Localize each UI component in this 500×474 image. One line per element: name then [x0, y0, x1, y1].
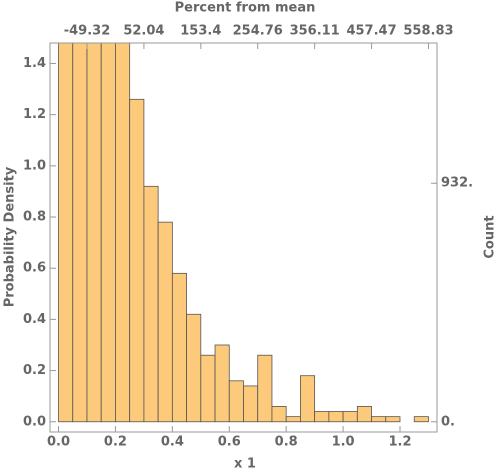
bar [285, 416, 301, 423]
x2-tick-label: 153.4 [180, 24, 221, 39]
x2-tick-label: 254.76 [233, 24, 283, 39]
bar [58, 43, 74, 423]
y-tick-label: 0.0 [23, 414, 46, 429]
y2-tick-label: 0. [441, 414, 455, 429]
bar [214, 344, 230, 423]
x2-tick-label: 52.04 [123, 24, 164, 39]
x2-tick-label: -49.32 [64, 24, 111, 39]
y-tick-label: 1.2 [23, 107, 46, 122]
bar [356, 406, 372, 423]
bar [271, 406, 287, 423]
bar [413, 416, 429, 423]
bar [314, 411, 330, 423]
bar [200, 354, 216, 423]
y-tick-label: 1.0 [23, 158, 46, 173]
bar [86, 43, 102, 423]
x2-tick-label: 558.83 [403, 24, 453, 39]
plot-frame [49, 42, 438, 433]
x-tick-label: 1.2 [388, 435, 411, 450]
bar [186, 313, 202, 423]
bar [257, 354, 273, 423]
x-tick-label: 1.0 [332, 435, 355, 450]
y-tick-label: 0.4 [23, 312, 46, 327]
bars [58, 43, 429, 423]
y-tick-label: 0.6 [23, 261, 46, 276]
x-axis-title: x 1 [234, 457, 256, 472]
bar [385, 416, 401, 423]
x-tick-label: 0.4 [161, 435, 184, 450]
x-tick-label: 0.2 [104, 435, 127, 450]
x2-axis-title: Percent from mean [175, 1, 316, 16]
bar [72, 43, 88, 423]
y-tick-label: 1.4 [23, 56, 46, 71]
bar [243, 385, 259, 423]
bar [228, 380, 244, 423]
y-tick-label: 0.8 [23, 210, 46, 225]
bar [371, 416, 387, 423]
bar [157, 221, 173, 423]
bar [143, 185, 159, 423]
bar [328, 411, 344, 423]
bar [100, 43, 116, 423]
y-axis-title: Probability Density [3, 166, 18, 307]
y2-axis-title: Count [483, 215, 498, 258]
bar [115, 43, 131, 423]
x2-tick-label: 457.47 [346, 24, 396, 39]
bar [342, 411, 358, 423]
bar [129, 98, 145, 423]
x-tick-label: 0.8 [275, 435, 298, 450]
bar [300, 375, 316, 423]
x-tick-label: 0.0 [47, 435, 70, 450]
x2-tick-label: 356.11 [290, 24, 340, 39]
y2-tick-label: 932. [441, 176, 473, 191]
x-tick-label: 0.6 [218, 435, 241, 450]
bar [171, 272, 187, 423]
y-tick-label: 0.2 [23, 363, 46, 378]
